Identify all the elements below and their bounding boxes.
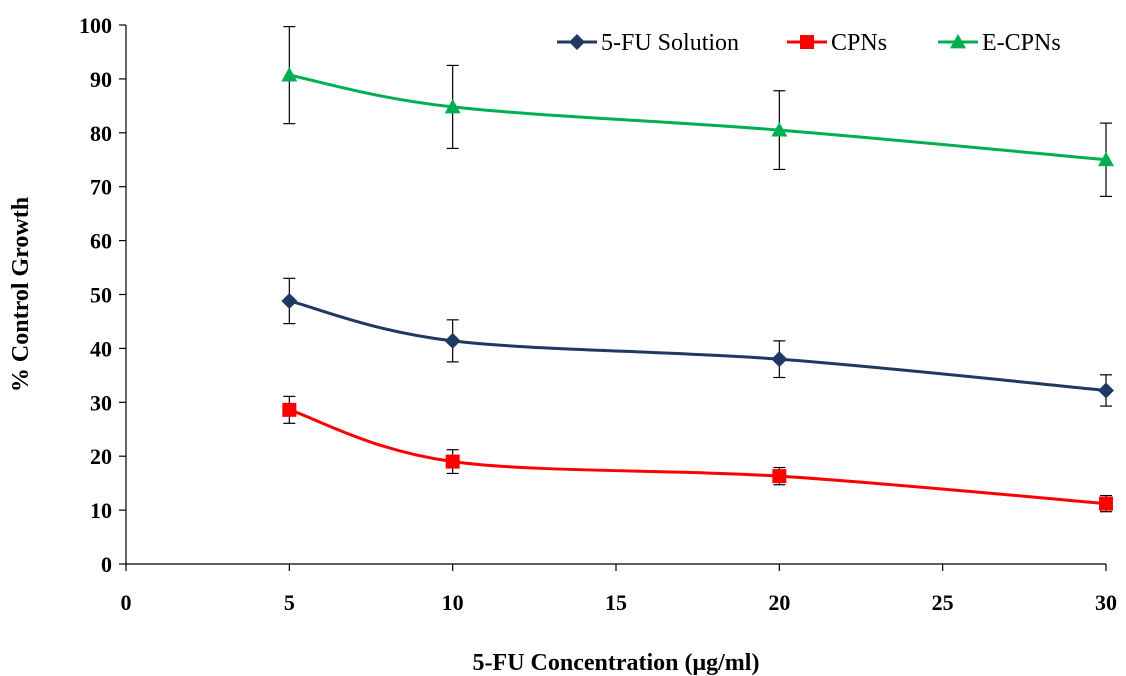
x-tick-label: 10	[442, 590, 464, 615]
series-e-cpns	[281, 26, 1114, 198]
y-tick-label: 30	[90, 390, 112, 415]
data-point	[444, 332, 461, 349]
y-tick-label: 100	[79, 13, 112, 38]
data-point	[1098, 151, 1114, 167]
data-point	[281, 292, 298, 309]
legend-item: 5-FU Solution	[557, 30, 739, 56]
x-axis-title: 5-FU Concentration (μg/ml)	[473, 650, 760, 676]
legend-label: E-CPNs	[982, 30, 1061, 56]
data-point	[445, 454, 460, 469]
legend-label: CPNs	[831, 30, 887, 56]
data-point	[282, 402, 297, 417]
legend: 5-FU Solution CPNs E-CPNs	[557, 30, 1061, 56]
y-tick-label: 80	[90, 121, 112, 146]
data-point	[771, 351, 788, 368]
y-tick-label: 10	[90, 498, 112, 523]
x-tick-label: 30	[1095, 590, 1117, 615]
x-tick-label: 5	[284, 590, 295, 615]
data-point	[1098, 382, 1114, 399]
legend-item: E-CPNs	[938, 30, 1061, 56]
y-tick-label: 90	[90, 67, 112, 92]
series-line	[289, 73, 1107, 162]
legend-marker	[569, 34, 585, 50]
data-point	[771, 122, 788, 137]
y-tick-label: 20	[90, 444, 112, 469]
x-tick-label: 15	[605, 590, 627, 615]
axes: 0 10 20 30 40 50 60 70 80 90 100 0 5 10 15 20 25 30	[79, 13, 1117, 615]
x-tick-label: 20	[768, 590, 790, 615]
legend-label: 5-FU Solution	[601, 30, 739, 56]
data-point	[444, 98, 461, 114]
y-tick-label: 70	[90, 175, 112, 200]
x-tick-label: 0	[121, 590, 132, 615]
x-tick-label: 25	[932, 590, 954, 615]
series-cpns	[282, 395, 1113, 513]
legend-marker	[800, 35, 814, 49]
y-tick-label: 50	[90, 283, 112, 308]
data-point	[281, 67, 298, 82]
y-tick-label: 40	[90, 336, 112, 361]
legend-item: CPNs	[787, 30, 887, 56]
series-line	[288, 299, 1107, 392]
series-5-fu-solution	[281, 277, 1114, 407]
y-tick-label: 60	[90, 229, 112, 254]
legend-marker	[950, 34, 966, 49]
series-line	[288, 408, 1107, 506]
data-point	[1099, 496, 1113, 511]
y-tick-label: 0	[101, 552, 112, 577]
series-layer	[281, 26, 1114, 513]
data-point	[772, 469, 787, 484]
y-axis-title: % Control Growth	[8, 197, 34, 392]
